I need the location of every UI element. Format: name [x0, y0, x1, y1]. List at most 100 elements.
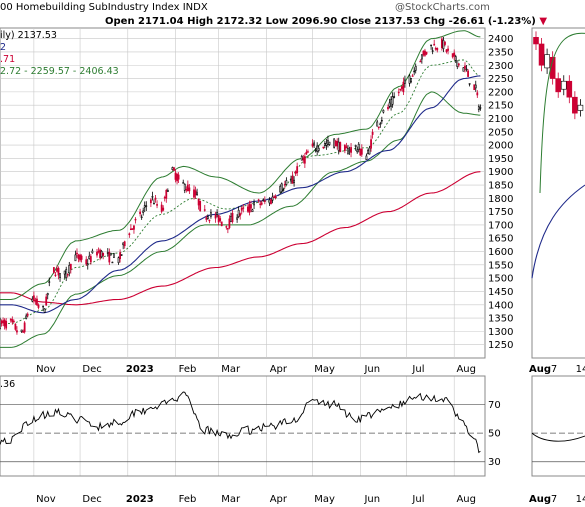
candle-body [140, 216, 143, 219]
candle-body [343, 144, 346, 151]
x-tick-label: Apr [270, 494, 288, 505]
candle-body [166, 189, 169, 192]
indicator-frame [0, 375, 486, 477]
candle-body [174, 172, 177, 180]
lower-band-line [0, 91, 481, 348]
candle-body [113, 253, 115, 258]
candle-body [9, 318, 12, 321]
y-tick-label: 1550 [488, 260, 513, 271]
candle-body [88, 255, 91, 259]
candle-body [43, 308, 46, 313]
legend-ma2: .71 [0, 54, 16, 65]
candle-body [16, 330, 18, 333]
candle-body [45, 296, 48, 306]
candle-body [131, 228, 134, 230]
candle-body [183, 183, 186, 191]
candle-body [117, 257, 120, 264]
candle-body [102, 252, 105, 256]
candle-body [339, 142, 342, 153]
candle-body [393, 96, 396, 98]
candle-body [89, 256, 92, 263]
candle-body [193, 189, 195, 198]
candle-body [2, 320, 4, 324]
candle-body [185, 188, 188, 191]
zoom-x-tick-label: 14 [576, 494, 585, 505]
candle-body [246, 206, 249, 212]
candle-body [111, 261, 114, 264]
candle-body [242, 207, 245, 209]
candle-body [382, 109, 385, 113]
candle-body [314, 149, 317, 152]
candle-body [388, 102, 391, 107]
zoom-band-line [539, 32, 585, 194]
y-tick-label: 2350 [488, 47, 513, 58]
candle-body [420, 54, 423, 60]
indicator-label: .36 [0, 379, 16, 390]
y-tick-label: 2250 [488, 74, 513, 85]
candle-body [350, 147, 352, 153]
x-tick-label: Aug [456, 364, 476, 375]
candle-body [3, 319, 6, 327]
candle-body [59, 273, 61, 278]
candle-body [447, 48, 449, 51]
y-tick-label: 2200 [488, 87, 513, 98]
candle-body [86, 263, 89, 266]
candle-body [283, 184, 286, 186]
candle-body [317, 147, 320, 151]
price-frame [0, 27, 486, 359]
candle-body [248, 204, 251, 213]
candle-body [476, 92, 479, 96]
candle-body [397, 91, 400, 94]
candle-body [327, 140, 329, 145]
candle-body [253, 202, 255, 206]
price-panel [0, 27, 486, 359]
candle-body [237, 209, 240, 217]
candle-body [300, 155, 303, 161]
legend-bands: 2.72 - 2259.57 - 2406.43 [0, 66, 119, 77]
y-tick-label: 1350 [488, 314, 513, 325]
candle-body [57, 267, 60, 276]
candle-body [230, 216, 232, 223]
indicator-line [0, 391, 481, 454]
candle-body [468, 83, 471, 85]
candle-body [22, 331, 24, 333]
candle-body [431, 50, 434, 52]
candle-body [165, 189, 168, 199]
candle-body [347, 148, 349, 155]
candle-body [365, 155, 368, 160]
candle-body [376, 121, 379, 127]
x-tick-label: Jul [411, 364, 424, 375]
x-tick-label: Mar [221, 364, 241, 375]
candle-body [370, 139, 372, 149]
x-tick-label: Feb [179, 494, 197, 505]
x-tick-label: 2023 [126, 494, 154, 505]
candle-body [302, 157, 305, 161]
zoom-candle-body [566, 80, 573, 98]
x-tick-label: 2023 [126, 364, 154, 375]
candle-body [260, 202, 263, 205]
legend-ma1: 2 [0, 42, 7, 53]
candle-body [210, 212, 212, 217]
candle-body [214, 214, 217, 219]
zoom-x-tick-label: 14 [576, 364, 585, 375]
candle-body [328, 141, 331, 145]
candle-body [199, 200, 202, 211]
candle-body [108, 251, 111, 263]
candle-body [77, 254, 80, 260]
candle-body [219, 218, 222, 222]
candle-body [390, 99, 392, 107]
candle-body [408, 75, 411, 84]
candle-body [228, 218, 231, 228]
x-tick-label: Jul [411, 494, 424, 505]
y-tick-label: 1750 [488, 207, 513, 218]
zoom-candle-body [577, 104, 584, 111]
candle-body [109, 252, 112, 256]
candle-body [99, 249, 101, 258]
candle-body [177, 174, 180, 180]
candle-body [160, 204, 163, 212]
x-tick-label: Aug [456, 494, 476, 505]
zoom-indicator-line [531, 432, 585, 442]
zoom-sma-line [531, 184, 585, 279]
candle-body [387, 107, 389, 110]
